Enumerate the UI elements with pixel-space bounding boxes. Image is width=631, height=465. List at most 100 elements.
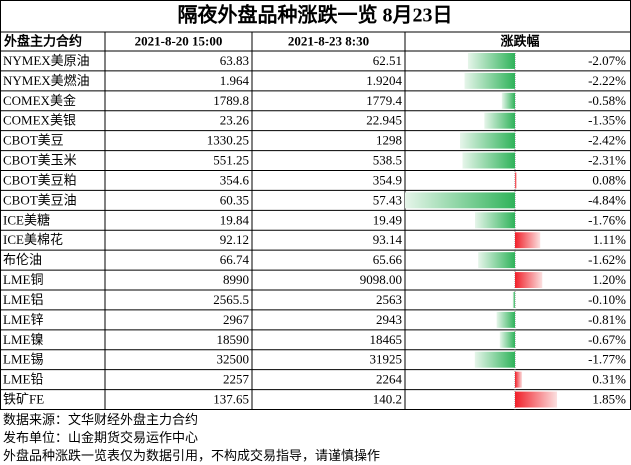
prev-cell: 137.65 — [213, 392, 249, 407]
change-bar — [515, 232, 541, 249]
curr-cell: 2563 — [376, 292, 402, 307]
change-cell: 1.11% — [593, 232, 626, 247]
curr-cell: 65.66 — [373, 252, 403, 267]
change-cell: -2.07% — [588, 53, 626, 68]
prev-cell: 18590 — [217, 332, 250, 347]
table: 外盘主力合约 2021-8-20 15:00 2021-8-23 8:30 涨跌幅 NY… — [0, 31, 631, 410]
change-bar — [515, 272, 543, 288]
curr-cell: 1298 — [376, 133, 402, 148]
curr-cell: 31925 — [370, 352, 403, 367]
name-cell: 铁矿FE — [3, 392, 44, 407]
curr-cell: 9098.00 — [360, 272, 402, 287]
prev-cell: 92.12 — [220, 232, 249, 247]
prev-cell: 1.964 — [220, 73, 250, 88]
change-cell: 1.20% — [592, 272, 626, 287]
prev-cell: 19.84 — [220, 212, 250, 227]
curr-cell: 57.43 — [373, 192, 402, 207]
name-cell: CBOT美豆油 — [3, 192, 77, 207]
note: 发布单位：山金期货交易运作中心 — [3, 430, 198, 445]
name-cell: CBOT美豆 — [3, 133, 64, 148]
name-cell: LME铝 — [3, 292, 43, 307]
table-border — [0, 0, 631, 410]
change-bar — [467, 53, 515, 69]
curr-cell: 2943 — [376, 312, 402, 327]
change-cell: -0.67% — [588, 332, 626, 347]
header-cell: 涨跌幅 — [499, 33, 539, 48]
change-cell: 0.08% — [592, 172, 626, 187]
curr-cell: 538.5 — [373, 153, 402, 168]
change-cell: -2.42% — [588, 133, 626, 148]
name-cell: CBOT美豆粕 — [3, 172, 77, 187]
change-bar — [474, 351, 515, 368]
header-cell: 2021-8-20 15:00 — [135, 33, 223, 48]
curr-cell: 62.51 — [373, 53, 402, 68]
curr-cell: 354.9 — [373, 172, 402, 187]
name-cell: NYMEX美燃油 — [3, 73, 90, 88]
name-cell: ICE美糖 — [3, 212, 50, 227]
header-cell: 外盘主力合约 — [3, 33, 82, 48]
curr-cell: 18465 — [370, 332, 403, 347]
name-cell: CBOT美玉米 — [3, 153, 77, 168]
change-cell: -1.35% — [588, 113, 626, 128]
change-bar — [515, 371, 523, 388]
prev-cell: 2967 — [223, 312, 250, 327]
change-cell: -2.22% — [588, 73, 626, 88]
change-bar — [515, 172, 517, 189]
name-cell: LME锡 — [3, 352, 43, 367]
curr-cell: 1.9204 — [366, 73, 402, 88]
change-cell: -0.10% — [588, 292, 626, 307]
note: 数据来源：文华财经外盘主力合约 — [3, 412, 198, 427]
change-bar — [499, 331, 515, 348]
header-cell: 2021-8-23 8:30 — [288, 33, 369, 48]
title: 隔夜外盘品种涨跌一览 8月23日 — [178, 3, 453, 27]
name-cell: COMEX美银 — [3, 113, 76, 128]
change-cell: -2.31% — [588, 153, 626, 168]
change-bar — [462, 152, 515, 169]
prev-cell: 354.6 — [220, 172, 250, 187]
curr-cell: 2264 — [376, 372, 403, 387]
change-bar — [464, 72, 515, 89]
prev-cell: 2257 — [223, 372, 250, 387]
name-cell: LME镍 — [3, 332, 43, 347]
curr-cell: 19.49 — [373, 212, 402, 227]
change-cell: -1.62% — [588, 252, 626, 267]
change-cell: -0.58% — [588, 93, 626, 108]
name-cell: LME铅 — [3, 372, 43, 387]
name-cell: ICE美棉花 — [3, 232, 63, 247]
prev-cell: 63.83 — [220, 53, 249, 68]
name-cell: LME锌 — [3, 312, 43, 327]
change-bar — [460, 132, 515, 149]
change-cell: 0.31% — [592, 372, 626, 387]
change-bar — [496, 311, 515, 328]
change-cell: -1.76% — [588, 212, 626, 227]
change-cell: 1.85% — [592, 392, 626, 407]
prev-cell: 60.35 — [220, 192, 249, 207]
prev-cell: 1330.25 — [207, 133, 249, 148]
name-cell: NYMEX美原油 — [3, 53, 90, 68]
name-cell: COMEX美金 — [3, 93, 76, 108]
curr-cell: 22.945 — [366, 113, 402, 128]
note: 外盘品种涨跌一览表仅为数据引用，不构成交易指导，请谨慎操作 — [3, 448, 380, 463]
change-cell: -4.84% — [588, 192, 626, 207]
change-bar — [478, 252, 515, 269]
prev-cell: 23.26 — [220, 113, 250, 128]
change-bar — [512, 292, 515, 308]
change-bar — [515, 391, 558, 408]
change-bar — [501, 92, 515, 109]
prev-cell: 1789.8 — [213, 93, 249, 108]
prev-cell: 2565.5 — [213, 292, 249, 307]
change-bar — [475, 212, 515, 229]
curr-cell: 93.14 — [373, 232, 403, 247]
curr-cell: 1779.4 — [366, 93, 402, 108]
change-cell: -1.77% — [588, 352, 626, 367]
change-bar — [405, 192, 515, 209]
prev-cell: 551.25 — [213, 153, 249, 168]
prev-cell: 32500 — [217, 352, 250, 367]
name-cell: 布伦油 — [3, 252, 42, 267]
notes: 数据来源：文华财经外盘主力合约发布单位：山金期货交易运作中心外盘品种涨跌一览表仅… — [3, 412, 380, 463]
prev-cell: 66.74 — [220, 252, 250, 267]
name-cell: LME铜 — [3, 272, 43, 287]
change-bar — [484, 112, 515, 129]
curr-cell: 140.2 — [373, 392, 402, 407]
